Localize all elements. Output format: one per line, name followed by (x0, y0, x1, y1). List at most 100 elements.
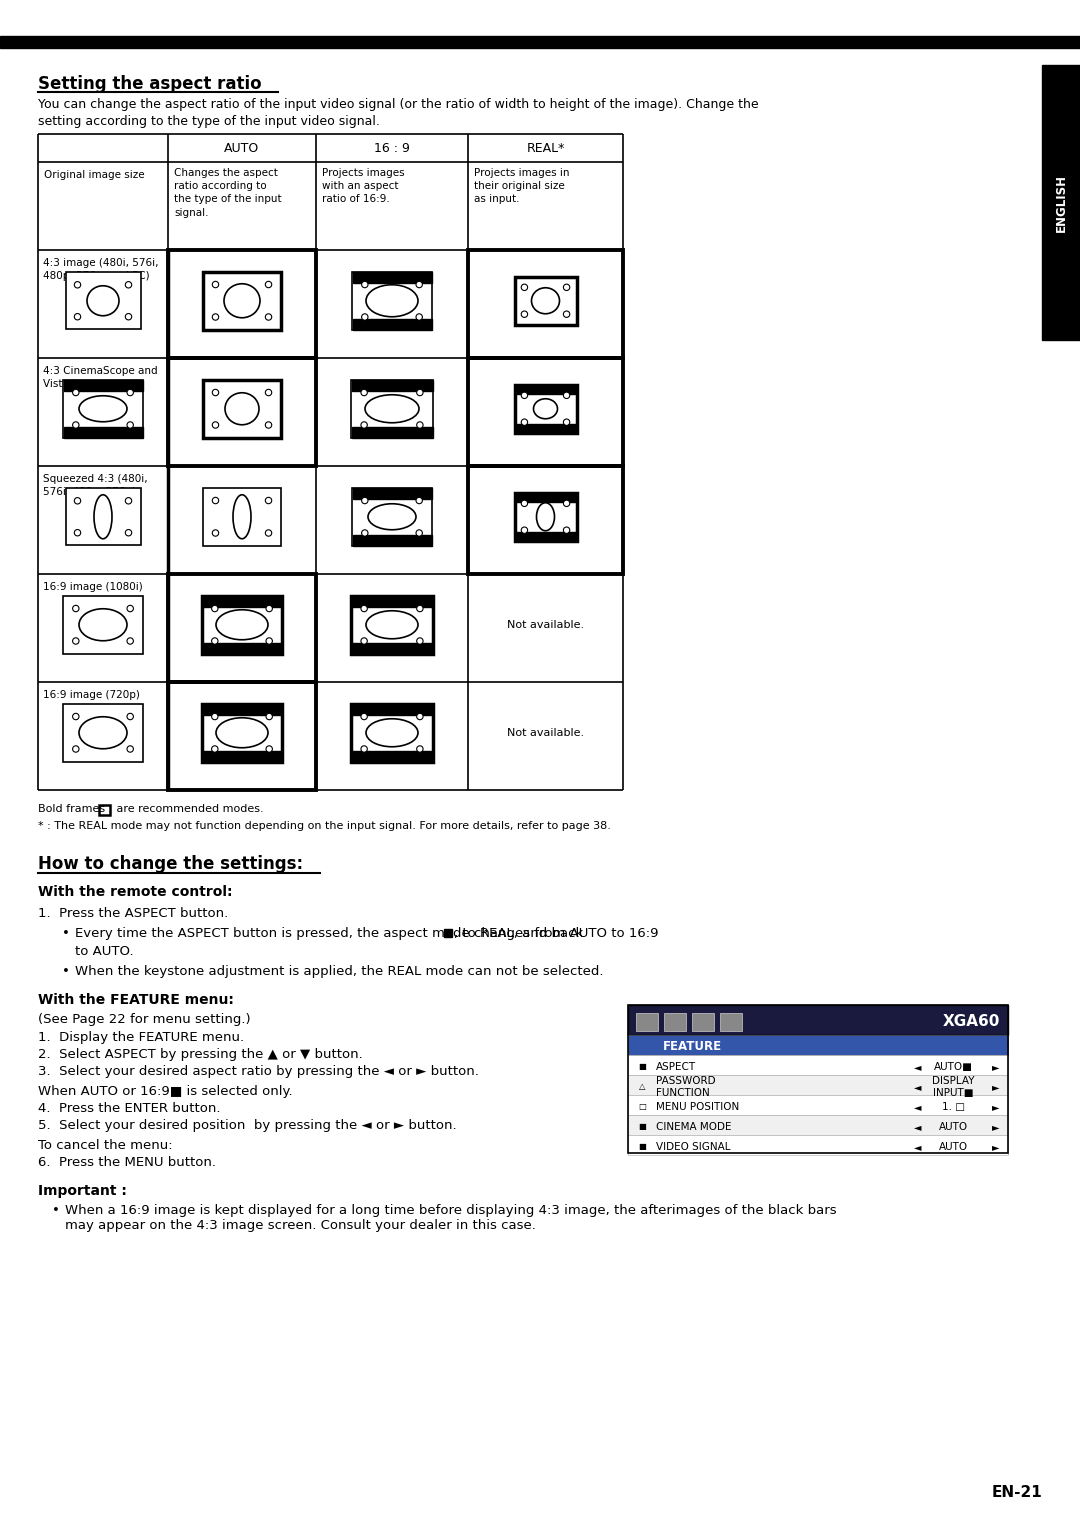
Ellipse shape (224, 284, 260, 318)
Circle shape (125, 530, 132, 536)
Text: Bold frames: Bold frames (38, 804, 109, 814)
Circle shape (266, 746, 272, 752)
Bar (352, 487, 432, 545)
Text: ►: ► (993, 1082, 1000, 1093)
Text: 16:9 image (1080i): 16:9 image (1080i) (43, 582, 143, 591)
Bar (515, 423, 576, 432)
Circle shape (127, 746, 134, 752)
Text: are recommended modes.: are recommended modes. (113, 804, 264, 814)
Circle shape (213, 497, 218, 504)
Text: 5.  Select your desired position  by pressing the ◄ or ► button.: 5. Select your desired position by press… (38, 1118, 457, 1132)
Ellipse shape (225, 393, 259, 425)
Text: ►: ► (993, 1141, 1000, 1152)
Bar (351, 704, 433, 762)
Bar (351, 596, 432, 607)
Text: 1.  Display the FEATURE menu.: 1. Display the FEATURE menu. (38, 1031, 244, 1044)
Text: Squeezed 4:3 (480i,
576i, 480p, 576p): Squeezed 4:3 (480i, 576i, 480p, 576p) (43, 474, 148, 497)
Circle shape (564, 500, 570, 506)
Circle shape (266, 605, 272, 611)
Bar (636, 1013, 658, 1031)
Bar (203, 487, 281, 545)
Bar (202, 704, 282, 762)
Bar (64, 426, 143, 437)
Circle shape (266, 281, 272, 287)
Text: DISPLAY
INPUT■: DISPLAY INPUT■ (932, 1076, 974, 1097)
Circle shape (522, 312, 528, 318)
Circle shape (361, 746, 367, 752)
Circle shape (212, 637, 218, 645)
Circle shape (72, 637, 79, 645)
Text: VIDEO SIGNAL: VIDEO SIGNAL (656, 1141, 730, 1152)
Bar (351, 596, 433, 654)
Bar (203, 272, 281, 330)
Circle shape (213, 390, 218, 396)
Text: •: • (52, 1204, 59, 1216)
Ellipse shape (366, 718, 418, 747)
Bar (627, 1135, 1008, 1155)
Bar (203, 643, 282, 654)
Circle shape (75, 313, 81, 319)
Text: AUTO: AUTO (939, 1141, 968, 1152)
Circle shape (266, 497, 272, 504)
Bar (514, 492, 577, 541)
Bar (63, 704, 143, 762)
Circle shape (417, 714, 423, 720)
Circle shape (362, 530, 368, 536)
Bar (168, 681, 316, 790)
Bar (202, 596, 282, 654)
Circle shape (522, 527, 528, 533)
Bar (720, 1013, 742, 1031)
Circle shape (362, 313, 368, 321)
Ellipse shape (87, 286, 119, 316)
Ellipse shape (534, 399, 557, 419)
Text: □: □ (638, 1103, 646, 1111)
Bar (514, 385, 577, 432)
Bar (468, 251, 623, 358)
Circle shape (266, 530, 272, 536)
Text: Every time the ASPECT button is pressed, the aspect mode changes from AUTO to 16: Every time the ASPECT button is pressed,… (75, 927, 659, 940)
Text: To cancel the menu:: To cancel the menu: (38, 1138, 173, 1152)
Text: When AUTO or 16:9■ is selected only.: When AUTO or 16:9■ is selected only. (38, 1085, 293, 1099)
Bar (468, 466, 623, 575)
Text: ■: ■ (638, 1123, 646, 1132)
Circle shape (266, 390, 272, 396)
Circle shape (125, 313, 132, 319)
Circle shape (564, 312, 570, 318)
Text: MENU POSITION: MENU POSITION (656, 1102, 739, 1112)
Circle shape (213, 313, 218, 321)
Circle shape (75, 498, 81, 504)
Circle shape (361, 637, 367, 645)
Bar (352, 487, 432, 498)
Circle shape (212, 714, 218, 720)
Text: AUTO: AUTO (225, 142, 259, 154)
Text: 1. □: 1. □ (942, 1102, 964, 1112)
Text: ENGLISH: ENGLISH (1054, 174, 1067, 232)
Text: setting according to the type of the input video signal.: setting according to the type of the inp… (38, 115, 380, 128)
Text: 16 : 9: 16 : 9 (374, 142, 410, 154)
Bar (66, 272, 140, 329)
Circle shape (417, 637, 423, 645)
Circle shape (212, 746, 218, 752)
Text: Not available.: Not available. (507, 620, 584, 630)
Text: AUTO■: AUTO■ (933, 1062, 972, 1073)
Bar (351, 426, 432, 437)
Circle shape (416, 313, 422, 321)
Circle shape (416, 281, 422, 287)
Text: △: △ (638, 1082, 645, 1091)
Text: ◄: ◄ (915, 1062, 921, 1073)
Text: 2.  Select ASPECT by pressing the ▲ or ▼ button.: 2. Select ASPECT by pressing the ▲ or ▼ … (38, 1048, 363, 1060)
Bar (203, 704, 282, 715)
Bar (352, 319, 432, 330)
Ellipse shape (233, 495, 251, 539)
Circle shape (362, 497, 368, 504)
Ellipse shape (366, 611, 418, 639)
Bar (627, 1076, 1008, 1096)
Text: ►: ► (993, 1122, 1000, 1132)
Bar (664, 1013, 686, 1031)
Circle shape (127, 390, 134, 396)
Text: 4:3 image (480i, 576i,
480p, 576p, and PC): 4:3 image (480i, 576i, 480p, 576p, and P… (43, 258, 159, 281)
Ellipse shape (216, 610, 268, 640)
Text: With the FEATURE menu:: With the FEATURE menu: (38, 993, 234, 1007)
Text: ◄: ◄ (915, 1141, 921, 1152)
Circle shape (417, 422, 423, 428)
